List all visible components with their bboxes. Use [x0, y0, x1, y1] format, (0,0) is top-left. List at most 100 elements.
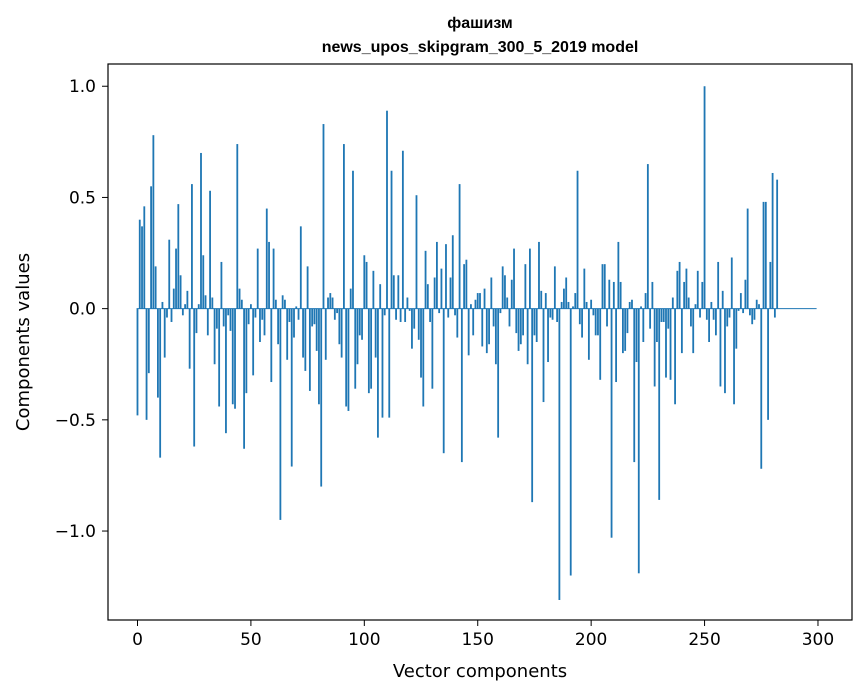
chart-title: фашизм [447, 15, 512, 32]
bar [420, 308, 422, 378]
bar [361, 308, 363, 340]
bar [172, 288, 175, 309]
bar [265, 208, 268, 309]
bar [318, 308, 320, 405]
bar [499, 308, 502, 314]
bar [656, 308, 658, 342]
bar [472, 308, 475, 336]
bar [290, 308, 293, 467]
bar [327, 297, 329, 309]
bar [136, 308, 139, 416]
bar [240, 299, 243, 309]
bar [637, 308, 640, 574]
x-tick-label: 100 [348, 630, 380, 650]
bar [678, 261, 681, 309]
bar [395, 308, 397, 320]
y-tick-label: 1.0 [69, 77, 96, 97]
bar [345, 308, 348, 407]
bar [145, 308, 148, 420]
bar [594, 308, 597, 336]
bar [236, 144, 239, 309]
bar [343, 144, 345, 309]
bar [719, 308, 722, 387]
bar [567, 301, 570, 309]
bar [553, 266, 556, 309]
bar [379, 284, 382, 309]
bar [501, 266, 504, 309]
bar [576, 170, 579, 309]
bar [481, 308, 484, 347]
bar [370, 308, 373, 389]
bar [771, 172, 774, 309]
bar [581, 308, 583, 338]
bar [504, 275, 506, 309]
bar [320, 308, 323, 487]
chart-subtitle: news_upos_skipgram_300_5_2019 model [322, 39, 639, 56]
bar [254, 308, 257, 318]
bar [449, 277, 452, 309]
bar [717, 261, 720, 309]
y-tick-label: 0.0 [69, 300, 96, 320]
bar [760, 308, 763, 469]
bar [195, 308, 198, 334]
bar [256, 248, 259, 309]
bar [329, 293, 332, 309]
bar [392, 275, 395, 309]
bar [331, 297, 334, 309]
bar [556, 308, 559, 322]
bar [712, 308, 715, 320]
bar [347, 308, 350, 411]
bar [281, 295, 284, 309]
bar [367, 308, 370, 394]
bar [640, 306, 642, 309]
bar [551, 308, 554, 320]
bar [152, 135, 155, 309]
bar [374, 308, 377, 358]
bar [188, 308, 191, 369]
bar [574, 293, 577, 309]
bar [739, 293, 742, 309]
bar [138, 219, 141, 309]
bar [272, 248, 275, 309]
bar [565, 277, 568, 309]
bar [442, 308, 445, 454]
bar [696, 270, 699, 309]
bar [699, 308, 701, 318]
y-axis: 1.0 0.5 0.0 −0.5 −1.0 [55, 77, 108, 542]
bar [440, 268, 443, 309]
x-tick-label: 0 [132, 630, 143, 650]
bar [259, 308, 261, 342]
bar [529, 248, 531, 309]
bar [692, 308, 695, 354]
bar [426, 284, 429, 309]
bar [168, 239, 171, 309]
bar [592, 308, 595, 316]
bar [671, 297, 674, 309]
bar [769, 261, 772, 309]
bar [250, 304, 252, 309]
bar [436, 241, 438, 309]
bar [143, 206, 146, 309]
bar [170, 308, 173, 322]
bar [313, 308, 316, 325]
bar [517, 308, 520, 351]
bar [560, 301, 563, 309]
bar [674, 308, 676, 405]
bar [322, 124, 325, 309]
bar [610, 308, 613, 538]
bar [358, 308, 361, 336]
bar [680, 308, 683, 354]
x-tick-label: 250 [688, 630, 720, 650]
bar [540, 290, 543, 309]
bar [669, 308, 672, 380]
bar [578, 308, 581, 325]
bar [245, 308, 248, 394]
x-axis: 0 50 100 150 200 250 300 [132, 620, 834, 650]
bar [315, 308, 318, 351]
bar [519, 308, 522, 345]
y-axis-label: Components values [13, 253, 34, 431]
bar [231, 308, 234, 405]
bar [186, 290, 189, 309]
bar [737, 308, 740, 311]
bar [685, 268, 688, 309]
